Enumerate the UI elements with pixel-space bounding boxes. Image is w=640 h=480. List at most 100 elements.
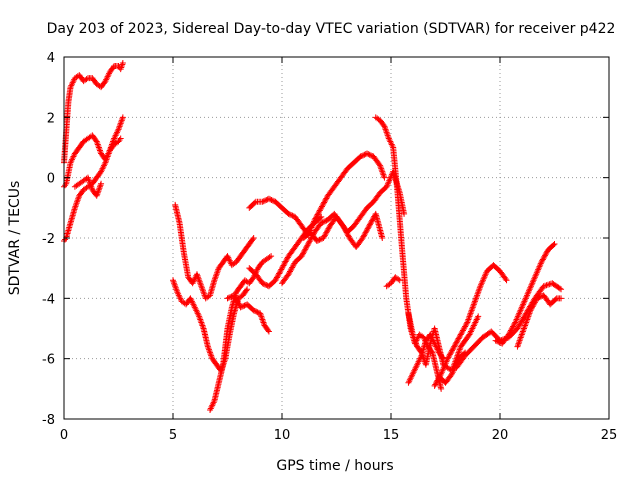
data-point [379, 235, 386, 241]
data-point [507, 327, 514, 334]
data-point [316, 208, 323, 215]
y-tick-label: 2 [47, 111, 55, 126]
data-point [538, 259, 545, 266]
data-point [340, 222, 347, 229]
data-point [510, 323, 517, 330]
data-point [233, 296, 240, 303]
data-point [288, 265, 295, 272]
data-point [461, 324, 468, 331]
series-arc18 [453, 280, 565, 371]
data-point [540, 283, 547, 290]
data-point [365, 151, 372, 158]
data-point [370, 214, 377, 221]
data-point [506, 330, 513, 337]
data-point [362, 229, 369, 236]
data-point [376, 161, 383, 168]
data-point [234, 299, 241, 306]
data-point [259, 280, 266, 287]
data-point [317, 236, 324, 243]
data-point [261, 281, 268, 288]
data-point [508, 326, 515, 333]
data-point [318, 213, 325, 220]
data-point [361, 230, 368, 237]
data-point [272, 277, 279, 284]
data-point [119, 114, 126, 121]
data-point [261, 197, 268, 204]
y-tick-label: -2 [42, 232, 55, 247]
data-point [284, 255, 291, 262]
data-point [342, 226, 349, 233]
data-point [456, 334, 463, 341]
data-point [250, 307, 257, 314]
data-point [302, 246, 309, 253]
data-point [322, 196, 329, 203]
data-point [306, 238, 313, 245]
data-point [369, 217, 376, 224]
data-point [396, 277, 403, 284]
data-point [462, 323, 469, 330]
data-point [265, 195, 272, 202]
data-point [363, 228, 370, 235]
data-point [301, 247, 308, 254]
data-point [305, 241, 312, 248]
data-point [286, 268, 293, 275]
data-point [251, 199, 258, 206]
data-point [528, 306, 535, 313]
data-point [243, 287, 250, 294]
y-tick-label: -6 [42, 353, 55, 368]
data-point [364, 150, 371, 157]
data-point [450, 344, 457, 351]
data-point [286, 211, 293, 218]
data-point [299, 251, 306, 258]
x-tick-label: 15 [383, 428, 400, 443]
data-point [368, 218, 375, 225]
data-point [551, 241, 558, 248]
data-point [454, 338, 461, 345]
data-point [340, 224, 347, 231]
data-point [364, 225, 371, 232]
data-point [324, 226, 331, 233]
data-point [224, 295, 231, 302]
y-tick-label: 0 [47, 172, 55, 187]
data-point [117, 135, 124, 142]
data-point [369, 216, 376, 223]
data-point [495, 338, 502, 345]
data-point [322, 218, 329, 225]
data-point [283, 257, 290, 264]
data-point [307, 237, 314, 244]
data-point [265, 328, 272, 335]
data-point [542, 251, 549, 258]
data-point [359, 235, 366, 241]
data-point [447, 350, 454, 357]
data-point [276, 270, 283, 277]
data-point [455, 335, 462, 342]
data-point [231, 292, 238, 299]
data-point [511, 320, 518, 327]
data-point [279, 265, 285, 272]
series-arc8 [224, 292, 272, 335]
data-point [493, 338, 500, 345]
data-point [543, 282, 550, 289]
data-point [367, 152, 374, 159]
data-point [320, 235, 327, 241]
axis-ticks: 0 5 10 15 20 25 -8 -6 -4 -2 0 2 4 [42, 51, 617, 443]
data-point [273, 274, 280, 281]
data-point [475, 313, 482, 320]
data-point [231, 293, 238, 300]
data-point [531, 300, 538, 307]
data-point [276, 269, 283, 276]
data-point [237, 304, 244, 311]
data-point [366, 222, 373, 229]
data-point [432, 381, 439, 388]
series-arc17 [431, 262, 510, 389]
data-point [364, 226, 371, 233]
data-point [439, 354, 446, 361]
data-point [92, 137, 99, 144]
data-point [319, 219, 326, 226]
x-tick-label: 10 [274, 428, 291, 443]
data-point [238, 303, 245, 310]
data-point [311, 216, 318, 223]
data-point [290, 261, 297, 268]
data-point [454, 336, 461, 343]
data-point [449, 346, 456, 353]
